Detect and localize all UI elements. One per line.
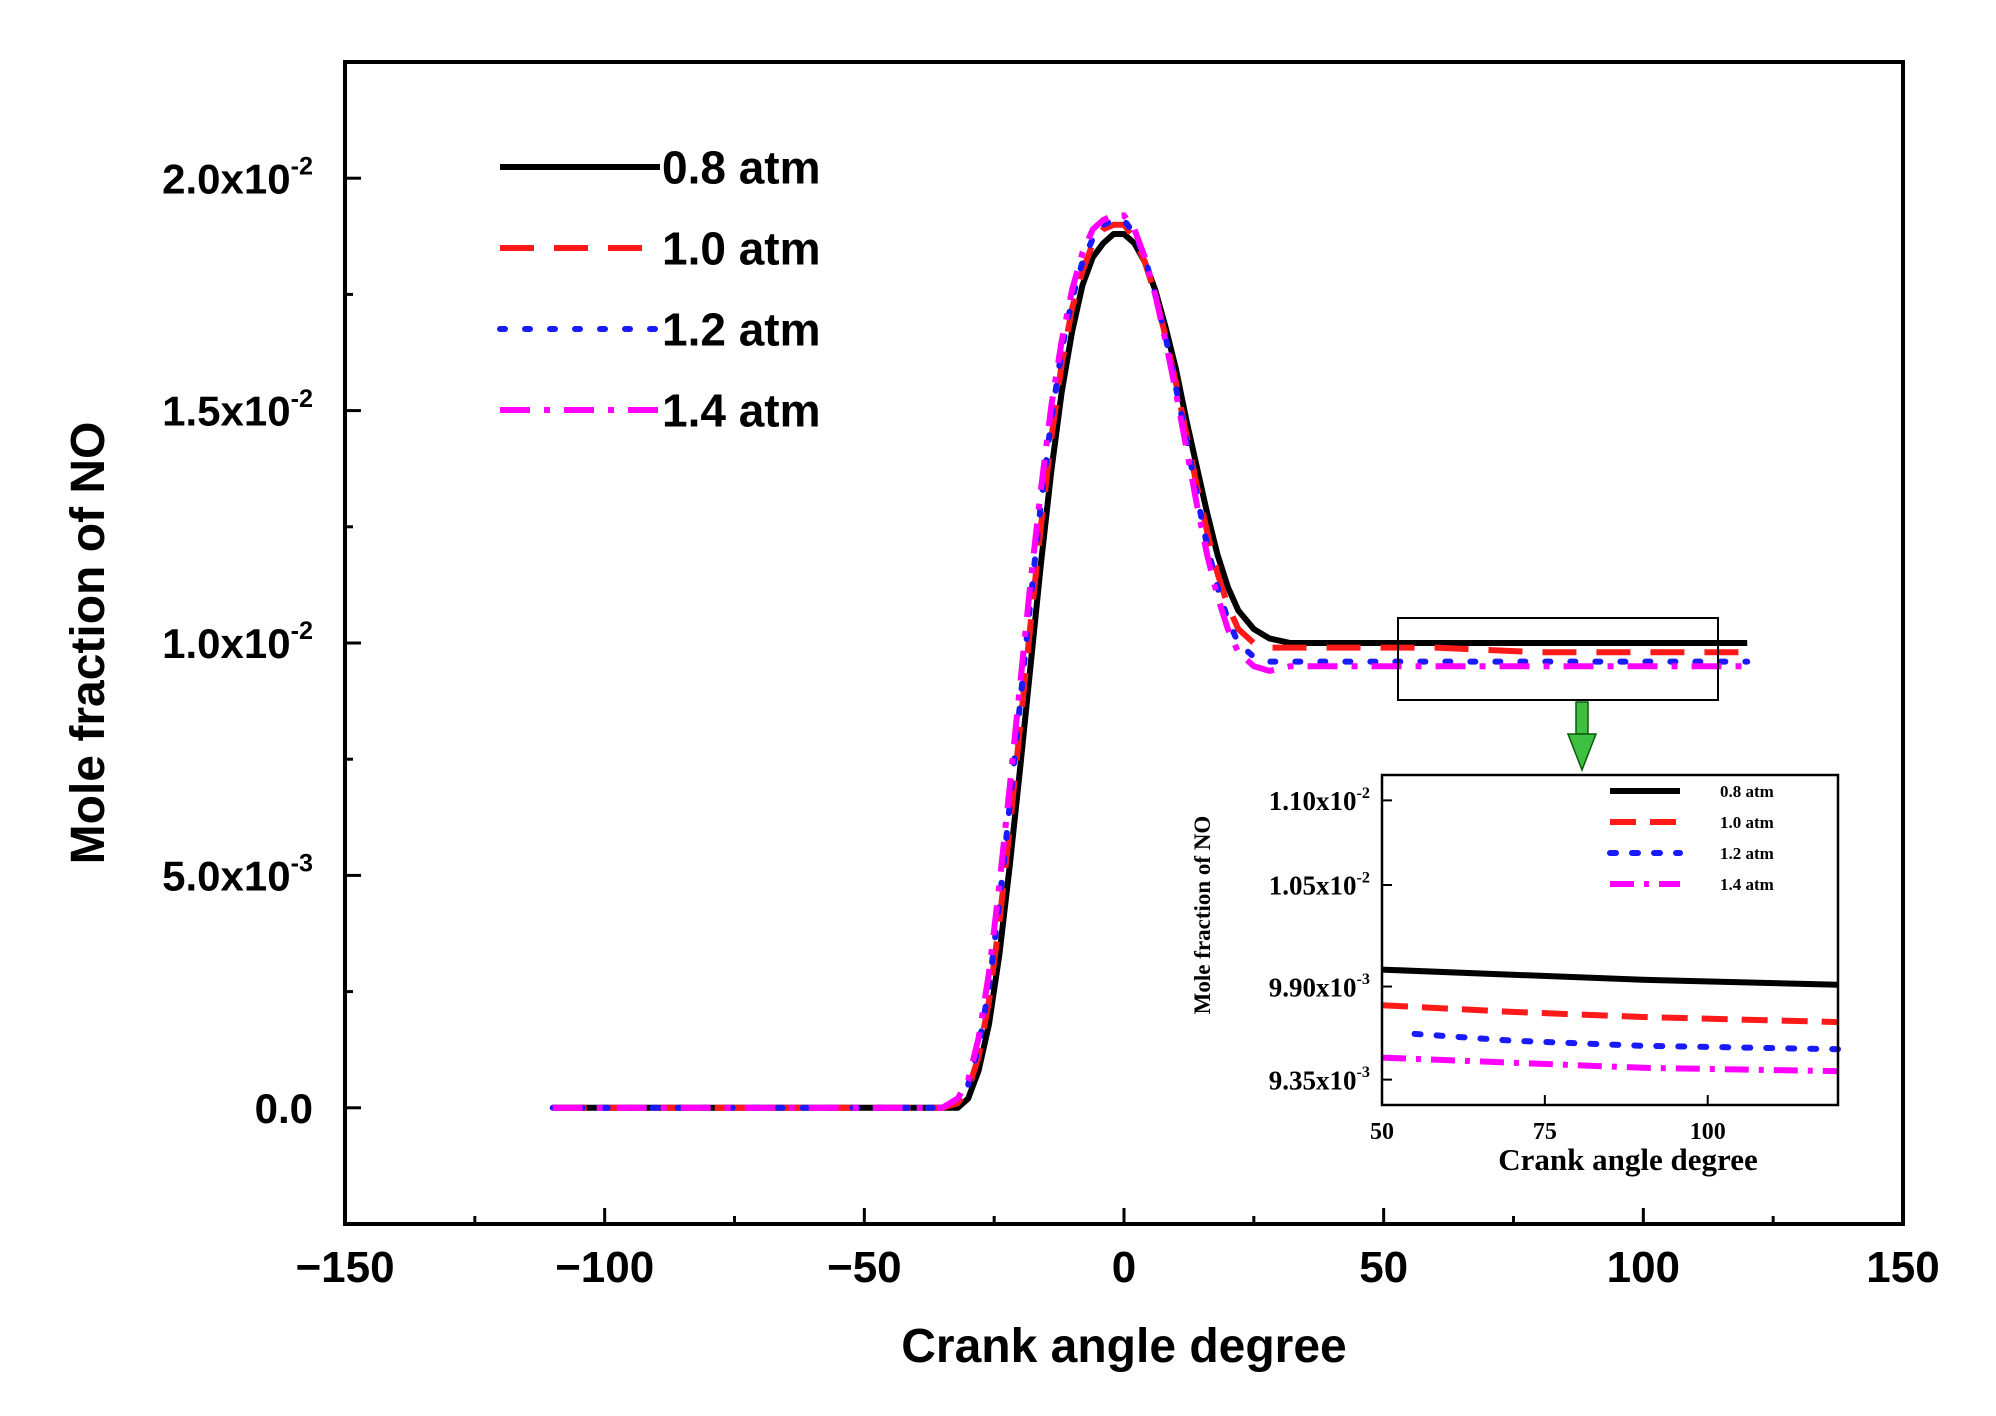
main-series-group	[549, 212, 1751, 1111]
y-tick-label: 1.0x10-2	[162, 617, 313, 667]
main-chart: −150 −100 −50 0 50 100 150 0.0 5.0x10-3 1.0x10-2 1…	[62, 60, 1940, 1373]
inset-series-line-0-8-atm	[1381, 966, 1839, 988]
inset-legend: 0.8 atm 1.0 atm 1.2 atm 1.4 atm	[1607, 782, 1774, 894]
x-tick-label: 75	[1533, 1119, 1557, 1145]
inset-background	[1382, 775, 1838, 1105]
x-tick-label: 100	[1690, 1119, 1726, 1145]
legend-label: 0.8 atm	[662, 142, 821, 194]
y-tick-label: 1.05x10-2	[1269, 869, 1370, 901]
series-line-1-4-atm	[552, 212, 1748, 1111]
legend-label: 1.4 atm	[662, 385, 821, 437]
y-tick-label: 1.5x10-2	[162, 385, 313, 435]
series-line-0-8-atm	[552, 231, 1748, 1111]
zoom-arrow-icon	[1566, 701, 1598, 773]
legend-label: 0.8 atm	[1720, 782, 1774, 801]
main-ticks-group: −150 −100 −50 0 50 100 150 0.0 5.0x10-3 1.0x10-2 1…	[162, 152, 1940, 1292]
y-tick-label: 9.35x10-3	[1269, 1063, 1370, 1095]
main-x-axis-label: Crank angle degree	[901, 1320, 1347, 1373]
y-tick-label: 9.90x10-3	[1269, 970, 1370, 1002]
x-tick-label: 0	[1112, 1243, 1136, 1292]
inset-x-axis-label: Crank angle degree	[1498, 1142, 1757, 1177]
legend-label: 1.0 atm	[662, 223, 821, 275]
series-line-1-2-atm	[549, 217, 1751, 1111]
legend-label: 1.4 atm	[1720, 875, 1774, 894]
legend-label: 1.2 atm	[662, 304, 821, 356]
inset-series-line-1-0-atm	[1381, 1002, 1839, 1026]
zoom-region-box	[1397, 617, 1719, 701]
inset-y-axis-label: Mole fraction of NO	[1190, 816, 1215, 1015]
legend-label: 1.0 atm	[1720, 813, 1774, 832]
x-tick-label: −100	[555, 1243, 654, 1292]
y-tick-label: 2.0x10-2	[162, 152, 313, 202]
y-tick-label: 0.0	[255, 1085, 313, 1132]
x-tick-label: 150	[1866, 1243, 1939, 1292]
x-tick-label: 50	[1359, 1243, 1408, 1292]
inset-chart: 50 75 100 9.35x10-3 9.90x10-3 1.05x10-2 1.10x1…	[1190, 773, 1841, 1177]
main-y-axis-label: Mole fraction of NO	[62, 422, 115, 865]
inset-series-line-1-2-atm	[1411, 1030, 1841, 1053]
y-tick-label: 5.0x10-3	[162, 850, 313, 900]
inset-ticks-group: 50 75 100 9.35x10-3 9.90x10-3 1.05x10-2 1.10x1…	[1269, 784, 1726, 1145]
x-tick-label: −150	[295, 1243, 394, 1292]
main-legend: 0.8 atm 1.0 atm 1.2 atm 1.4 atm	[497, 142, 821, 437]
inset-series-line-1-4-atm	[1381, 1054, 1839, 1075]
x-tick-label: 100	[1607, 1243, 1680, 1292]
x-tick-label: 50	[1370, 1119, 1394, 1145]
y-tick-label: 1.10x10-2	[1269, 784, 1370, 816]
legend-label: 1.2 atm	[1720, 844, 1774, 863]
x-tick-label: −50	[827, 1243, 902, 1292]
inset-series-group	[1381, 966, 1841, 1075]
inset-plot-frame	[1380, 773, 1840, 1107]
